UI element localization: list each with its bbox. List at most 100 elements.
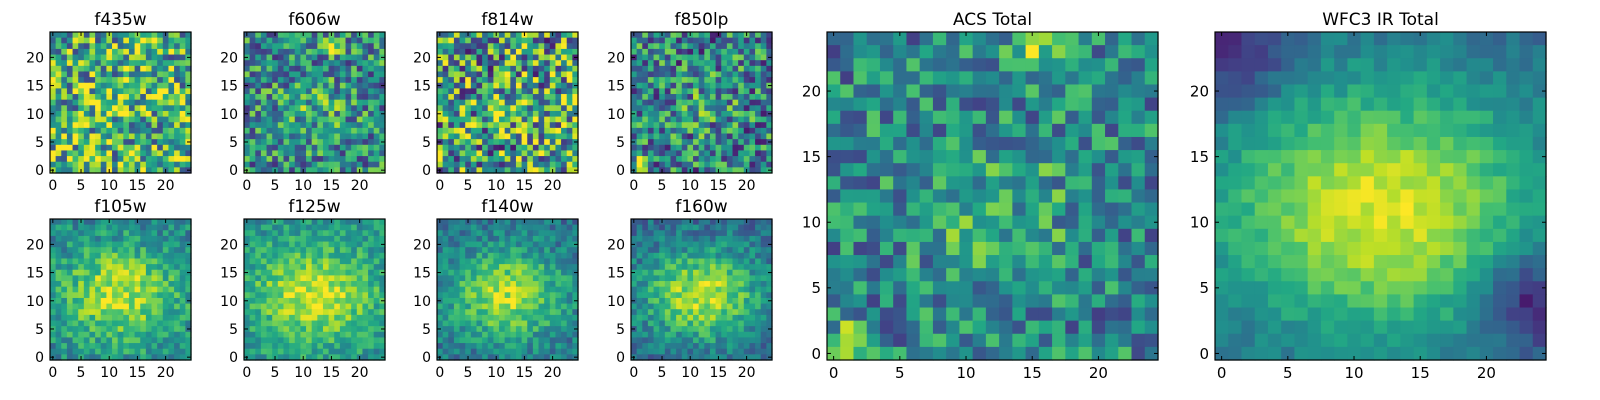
heatmap-cell [294,71,301,78]
heatmap-cell [145,297,153,305]
heatmap-cell [283,65,290,73]
heatmap-cell [749,161,756,168]
heatmap-cell [561,82,568,89]
heatmap-cell [515,269,523,276]
heatmap-cell [66,309,74,316]
heatmap-cell [670,264,677,271]
heatmap-cell [100,144,107,152]
heatmap-cell [311,82,318,89]
heatmap-cell [715,247,722,254]
heatmap-cell [294,105,301,112]
heatmap-cell [749,235,756,243]
heatmap-cell [664,110,672,118]
heatmap-cell [636,241,643,248]
heatmap-cell [442,110,449,118]
heatmap-cell [538,258,545,265]
heatmap-cell [78,320,85,327]
heatmap-cell [66,343,74,350]
heatmap-cell [653,110,660,118]
heatmap-cell [749,144,756,152]
heatmap-cell [140,54,147,61]
heatmap-cell [659,54,666,61]
heatmap-cell [162,156,170,163]
heatmap-cell [66,110,74,118]
heatmap-cell [151,48,158,56]
heatmap-cell [572,77,579,84]
heatmap-cell [334,32,341,39]
heatmap-cell [83,150,91,157]
heatmap-cell [647,127,655,135]
heatmap-cell [106,320,113,327]
heatmap-cell [647,224,655,231]
heatmap-cell [555,297,562,305]
heatmap-cell [738,235,745,243]
heatmap-cell [260,343,268,350]
heatmap-cell [72,127,79,135]
heatmap-cell [368,82,375,89]
heatmap-cell [659,43,666,50]
heatmap-cell [555,144,562,152]
heatmap-cell [442,43,449,50]
heatmap-cell [448,150,455,157]
heatmap-cell [328,337,335,344]
heatmap-cell [339,354,347,361]
heatmap-cell [709,88,717,95]
heatmap-cell [470,156,478,163]
heatmap-cell [55,71,62,78]
heatmap-cell [561,275,568,282]
heatmap-cell [140,82,147,89]
heatmap-cell [128,247,136,254]
heatmap-cell [55,275,62,282]
heatmap-cell [168,247,175,254]
heatmap-cell [283,54,290,61]
heatmap-cell [527,161,534,168]
heatmap-cell [322,343,330,350]
heatmap-cell [459,133,466,140]
heatmap-cell [709,247,717,254]
heatmap-cell [89,71,96,78]
heatmap-cell [157,320,164,327]
heatmap-cell [659,71,666,78]
heatmap-cell [572,252,579,260]
heatmap-cell [306,48,313,56]
heatmap-cell [676,88,683,95]
heatmap-cell [527,230,534,237]
heatmap-cell [482,247,489,254]
heatmap-cell [362,354,369,361]
heatmap-cell [515,65,523,73]
heatmap-cell [487,127,494,135]
heatmap-cell [676,65,683,73]
heatmap-cell [476,77,483,84]
heatmap-cell [294,275,301,282]
x-tick-label: 20 [157,178,175,194]
heatmap-cell [687,241,694,248]
heatmap-cell [277,99,285,106]
heatmap-cell [726,167,734,174]
heatmap-cell [664,48,672,56]
heatmap-cell [459,264,466,271]
heatmap-cell [151,337,158,344]
heatmap-cell [721,247,728,254]
heatmap-cell [277,320,285,327]
heatmap-cell [749,297,756,305]
heatmap-cell [185,281,192,288]
heatmap-cell [134,309,141,316]
heatmap-cell [687,116,694,123]
heatmap-cell [664,297,672,305]
heatmap-cell [128,116,136,123]
heatmap-cell [78,43,85,50]
heatmap-cell [465,292,472,299]
heatmap-cell [277,281,285,288]
heatmap-cell [755,105,762,112]
heatmap-cell [145,88,153,95]
heatmap-cell [544,326,551,333]
heatmap-cell [174,43,181,50]
heatmap-cell [442,88,449,95]
heatmap-cell [72,167,79,174]
heatmap-cell [566,258,573,265]
heatmap-cell [100,161,107,168]
heatmap-cell [112,252,119,260]
heatmap-cell [168,235,175,243]
heatmap-cell [527,116,534,123]
